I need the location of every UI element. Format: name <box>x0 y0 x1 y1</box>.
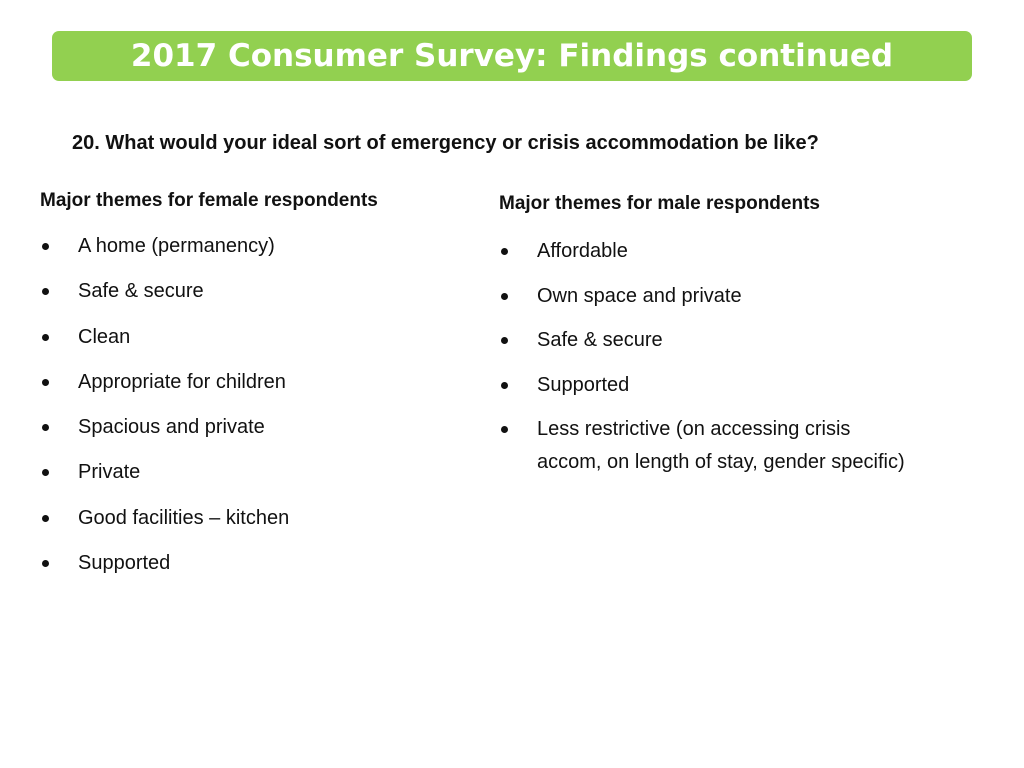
bullet-dot-icon <box>42 378 49 386</box>
list-item: Spacious and private <box>40 414 480 440</box>
list-item-text: Spacious and private <box>78 416 265 439</box>
bullet-dot-icon <box>42 514 49 522</box>
list-item: Safe & secure <box>499 324 939 357</box>
list-item-text: Clean <box>78 325 131 348</box>
list-item-text: Own space and private <box>537 284 742 307</box>
bullet-dot-icon <box>42 333 49 341</box>
list-item-text: Safe & secure <box>78 280 204 303</box>
bullet-dot-icon <box>501 426 508 433</box>
survey-question: 20. What would your ideal sort of emerge… <box>72 132 819 154</box>
male-themes-heading: Major themes for male respondents <box>499 193 820 214</box>
list-item: Appropriate for children <box>40 369 480 395</box>
male-themes-list: Affordable Own space and private Safe & … <box>499 235 939 479</box>
slide-title: 2017 Consumer Survey: Findings continued <box>130 38 894 74</box>
list-item: Supported <box>40 550 480 576</box>
female-themes-list: A home (permanency) Safe & secure Clean … <box>40 233 480 576</box>
list-item: Good facilities – kitchen <box>40 505 480 531</box>
bullet-dot-icon <box>42 424 49 432</box>
list-item: Clean <box>40 324 480 350</box>
list-item: Affordable <box>499 235 939 268</box>
list-item-text: Supported <box>78 552 171 575</box>
list-item-text: A home (permanency) <box>78 235 275 257</box>
list-item-text: Less restrictive (on accessing crisis ac… <box>537 418 905 473</box>
list-item: Private <box>40 459 480 485</box>
list-item: Safe & secure <box>40 278 480 304</box>
bullet-dot-icon <box>501 248 508 255</box>
list-item: Supported <box>499 369 939 402</box>
bullet-dot-icon <box>501 292 508 300</box>
female-themes-column: Major themes for female respondents A ho… <box>40 188 480 595</box>
bullet-dot-icon <box>42 243 49 250</box>
bullet-dot-icon <box>501 337 508 344</box>
bullet-dot-icon <box>501 381 508 389</box>
female-themes-heading: Major themes for female respondents <box>40 190 378 211</box>
list-item-text: Safe & secure <box>537 329 663 351</box>
bullet-dot-icon <box>42 560 49 568</box>
bullet-dot-icon <box>42 469 49 477</box>
list-item-text: Private <box>78 461 141 484</box>
bullet-dot-icon <box>42 288 49 296</box>
male-themes-column: Major themes for male respondents Afford… <box>499 191 939 491</box>
list-item-text: Affordable <box>537 240 628 262</box>
list-item: Own space and private <box>499 280 939 313</box>
list-item: A home (permanency) <box>40 233 480 259</box>
list-item-text: Good facilities – kitchen <box>78 506 290 529</box>
list-item-text: Appropriate for children <box>78 370 286 393</box>
list-item-text: Supported <box>537 373 630 396</box>
title-banner: 2017 Consumer Survey: Findings continued <box>52 31 972 81</box>
list-item: Less restrictive (on accessing crisis ac… <box>499 413 907 479</box>
